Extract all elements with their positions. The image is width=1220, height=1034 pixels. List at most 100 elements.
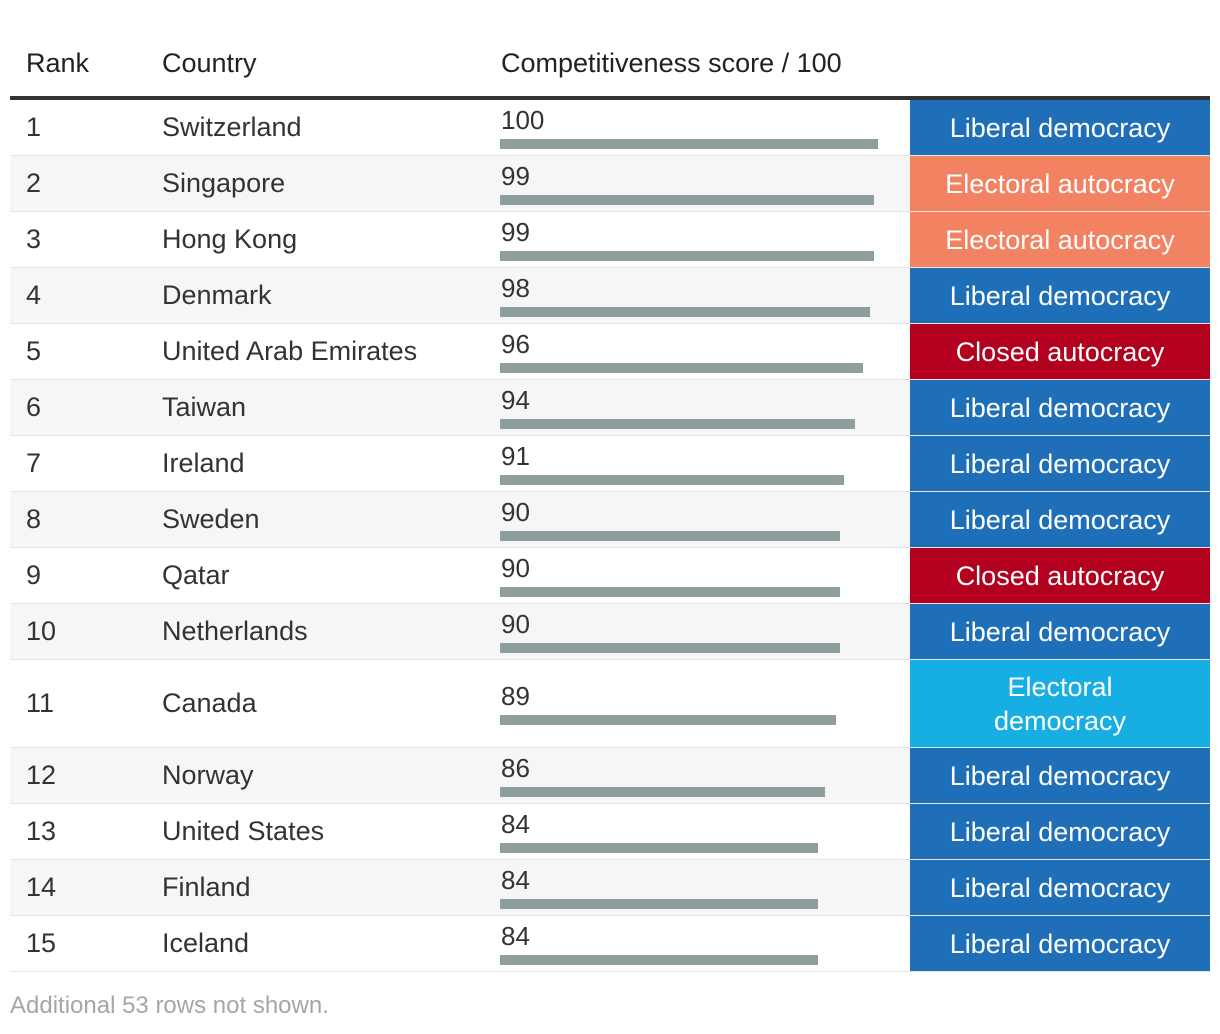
score-label: 99: [501, 216, 530, 247]
regime-label: Liberal democracy: [949, 616, 1171, 647]
score-bar: [500, 842, 818, 853]
rank-cell: 3: [26, 223, 42, 254]
rank-cell: 1: [26, 111, 42, 142]
regime-cell: Closed autocracy: [910, 548, 1210, 603]
score-label: 99: [501, 160, 530, 191]
table-row: 13 United States 84 Liberal democracy: [10, 804, 1210, 860]
score-label: 84: [501, 864, 530, 895]
score-bar: [500, 362, 863, 373]
country-cell: United States: [162, 815, 325, 846]
rank-cell: 5: [26, 335, 42, 366]
score-label: 98: [501, 272, 530, 303]
regime-cell: Liberal democracy: [910, 100, 1210, 155]
data-table: Rank Country Competitiveness score / 100…: [10, 30, 1210, 972]
score-bar: [500, 418, 855, 429]
country-cell: Switzerland: [162, 111, 302, 142]
country-cell: Sweden: [162, 503, 260, 534]
rank-cell: 14: [26, 871, 57, 902]
regime-cell: Electoral autocracy: [910, 212, 1210, 267]
header-rank: Rank: [26, 48, 90, 78]
regime-cell: Electoral democracy: [910, 660, 1210, 747]
country-cell: Singapore: [162, 167, 286, 198]
regime-label: Liberal democracy: [949, 392, 1171, 423]
country-cell: Denmark: [162, 279, 272, 310]
table-header: Rank Country Competitiveness score / 100…: [10, 30, 1210, 100]
regime-label: Liberal democracy: [949, 280, 1171, 311]
table-row: 4 Denmark 98 Liberal democracy: [10, 268, 1210, 324]
score-bar: [500, 786, 825, 797]
score-label: 84: [501, 920, 530, 951]
regime-label: Liberal democracy: [949, 928, 1171, 959]
score-bar: [500, 586, 840, 597]
regime-cell: Liberal democracy: [910, 268, 1210, 323]
table-row: 14 Finland 84 Liberal democracy: [10, 860, 1210, 916]
score-bar: [500, 194, 874, 205]
rank-cell: 15: [26, 927, 57, 958]
table-row: 3 Hong Kong 99 Electoral autocracy: [10, 212, 1210, 268]
rank-cell: 10: [26, 615, 57, 646]
score-label: 90: [501, 552, 530, 583]
table-row: 15 Iceland 84 Liberal democracy: [10, 916, 1210, 972]
country-cell: Canada: [162, 687, 257, 718]
country-cell: Ireland: [162, 447, 245, 478]
score-bar: [500, 138, 878, 149]
country-cell: Iceland: [162, 927, 250, 958]
table-row: 11 Canada 89 Electoral democracy: [10, 660, 1210, 748]
score-label: 89: [501, 680, 530, 711]
table-row: 1 Switzerland 100 Liberal democracy: [10, 100, 1210, 156]
regime-cell: Liberal democracy: [910, 436, 1210, 491]
rank-cell: 13: [26, 815, 57, 846]
score-bar: [500, 954, 818, 965]
rank-cell: 12: [26, 759, 57, 790]
regime-label: Liberal democracy: [949, 760, 1171, 791]
country-cell: United Arab Emirates: [162, 335, 418, 366]
footnote: Additional 53 rows not shown.: [10, 992, 329, 1019]
rank-cell: 2: [26, 167, 42, 198]
table-row: 12 Norway 86 Liberal democracy: [10, 748, 1210, 804]
table-row: 7 Ireland 91 Liberal democracy: [10, 436, 1210, 492]
score-label: 86: [501, 752, 530, 783]
regime-label: Liberal democracy: [949, 504, 1171, 535]
rank-cell: 9: [26, 559, 42, 590]
score-label: 100: [501, 104, 545, 135]
score-label: 91: [501, 440, 530, 471]
score-bar: [500, 898, 818, 909]
regime-cell: Liberal democracy: [910, 916, 1210, 971]
rank-cell: 11: [26, 687, 55, 718]
country-cell: Finland: [162, 871, 251, 902]
header-score: Competitiveness score / 100: [501, 48, 842, 78]
country-cell: Norway: [162, 759, 254, 790]
regime-label: Electoral autocracy: [945, 168, 1175, 199]
table-row: 6 Taiwan 94 Liberal democracy: [10, 380, 1210, 436]
regime-label: Liberal democracy: [949, 816, 1171, 847]
table-row: 10 Netherlands 90 Liberal democracy: [10, 604, 1210, 660]
regime-cell: Liberal democracy: [910, 604, 1210, 659]
rank-cell: 4: [26, 279, 42, 310]
regime-cell: Liberal democracy: [910, 748, 1210, 803]
regime-label: Closed autocracy: [955, 560, 1165, 591]
regime-cell: Liberal democracy: [910, 492, 1210, 547]
rank-cell: 6: [26, 391, 42, 422]
rank-cell: 7: [26, 447, 42, 478]
regime-label: Liberal democracy: [949, 448, 1171, 479]
country-cell: Qatar: [162, 559, 230, 590]
country-cell: Taiwan: [162, 391, 247, 422]
regime-label: Electoral autocracy: [945, 224, 1175, 255]
score-bar: [500, 306, 870, 317]
table-row: 2 Singapore 99 Electoral autocracy: [10, 156, 1210, 212]
regime-label: Closed autocracy: [955, 336, 1165, 367]
regime-label: Liberal democracy: [949, 112, 1171, 143]
country-cell: Hong Kong: [162, 223, 298, 254]
table-row: 9 Qatar 90 Closed autocracy: [10, 548, 1210, 604]
score-bar: [500, 530, 840, 541]
table-body: 1 Switzerland 100 Liberal democracy 2 Singapo…: [10, 100, 1210, 972]
header-country: Country: [162, 48, 257, 78]
score-label: 84: [501, 808, 530, 839]
score-bar: [500, 474, 844, 485]
table-row: 8 Sweden 90 Liberal democracy: [10, 492, 1210, 548]
regime-cell: Electoral autocracy: [910, 156, 1210, 211]
score-label: 90: [501, 608, 530, 639]
rank-cell: 8: [26, 503, 42, 534]
header-regime: Political regime: [968, 48, 1152, 78]
score-label: 94: [501, 384, 530, 415]
